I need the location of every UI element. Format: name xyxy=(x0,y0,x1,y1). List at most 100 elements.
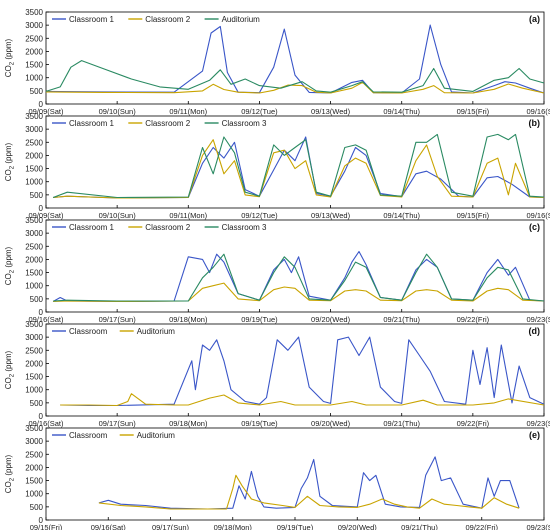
x-tick-label: 09/17(Sun) xyxy=(99,315,137,324)
x-tick-label: 09/19(Tue) xyxy=(277,523,314,530)
y-tick-label: 3000 xyxy=(25,229,43,238)
x-tick-label: 09/16(Sat) xyxy=(28,315,64,324)
chart-panel-1: 0 500 1000 1500 2000 2500 3000 3500 09/09(Sat) 09… xyxy=(4,8,550,116)
series-line-classroom-3 xyxy=(53,253,545,302)
y-tick-label: 2000 xyxy=(25,151,43,160)
x-tick-label: 09/11(Mon) xyxy=(169,107,207,116)
x-tick-label: 09/17(Sun) xyxy=(152,523,190,530)
y-tick-label: 0 xyxy=(39,308,44,317)
legend-label: Classroom 1 xyxy=(69,15,114,24)
y-tick-label: 2500 xyxy=(25,138,43,147)
y-tick-label: 1500 xyxy=(25,373,43,382)
series-line-auditorium xyxy=(60,393,545,407)
legend-label: Classroom 2 xyxy=(145,15,190,24)
x-tick-label: 09/12(Tue) xyxy=(241,107,278,116)
series-line-auditorium xyxy=(45,60,545,93)
x-tick-label: 09/20(Wed) xyxy=(338,523,378,530)
y-tick-label: 1000 xyxy=(25,74,43,83)
y-tick-label: 500 xyxy=(30,295,44,304)
series-line-classroom-2 xyxy=(53,282,545,303)
y-tick-label: 1000 xyxy=(25,282,43,291)
x-tick-label: 09/13(Wed) xyxy=(311,107,351,116)
y-tick-label: 1000 xyxy=(25,490,43,499)
x-tick-label: 09/15(Fri) xyxy=(457,211,490,220)
x-tick-label: 09/21(Thu) xyxy=(383,419,420,428)
y-tick-label: 1000 xyxy=(25,386,43,395)
legend-label: Auditorium xyxy=(222,15,261,24)
x-tick-label: 09/16(Sat) xyxy=(526,107,550,116)
x-tick-label: 09/10(Sun) xyxy=(99,107,137,116)
y-tick-label: 500 xyxy=(30,503,44,512)
y-tick-label: 0 xyxy=(39,412,44,421)
series-line-classroom xyxy=(60,336,545,407)
y-tick-label: 2000 xyxy=(25,359,43,368)
y-tick-label: 1500 xyxy=(25,165,43,174)
y-tick-label: 2500 xyxy=(25,34,43,43)
y-tick-label: 1500 xyxy=(25,269,43,278)
panel-label: (e) xyxy=(529,430,540,440)
plot-frame xyxy=(45,323,545,417)
y-tick-label: 2500 xyxy=(25,450,43,459)
series-line-classroom-2 xyxy=(53,139,545,199)
y-tick-label: 500 xyxy=(30,87,44,96)
y-axis-label: CO2 (ppm) xyxy=(4,454,16,493)
x-tick-label: 09/16(Sat) xyxy=(91,523,127,530)
x-tick-label: 09/09(Sat) xyxy=(28,107,64,116)
y-tick-label: 3000 xyxy=(25,21,43,30)
series-line-classroom xyxy=(98,456,520,510)
x-tick-label: 09/23(Sat) xyxy=(526,315,550,324)
legend-label: Auditorium xyxy=(137,327,176,336)
chart-panel-5: 0 500 1000 1500 2000 2500 3000 3500 09/15(Fri) 09… xyxy=(4,424,550,530)
y-tick-label: 2500 xyxy=(25,242,43,251)
legend-label: Classroom 1 xyxy=(69,119,114,128)
y-tick-label: 2000 xyxy=(25,47,43,56)
y-tick-label: 3500 xyxy=(25,216,43,225)
x-tick-label: 09/15(Fri) xyxy=(457,107,490,116)
y-tick-label: 3500 xyxy=(25,112,43,121)
chart-panel-3: 0 500 1000 1500 2000 2500 3000 3500 09/16(Sat) 09… xyxy=(4,216,550,324)
y-tick-label: 1500 xyxy=(25,61,43,70)
x-tick-label: 09/20(Wed) xyxy=(311,315,351,324)
y-tick-label: 3000 xyxy=(25,125,43,134)
x-tick-label: 09/22(Fri) xyxy=(465,523,498,530)
x-tick-label: 09/20(Wed) xyxy=(311,419,351,428)
x-tick-label: 09/18(Mon) xyxy=(169,419,208,428)
y-tick-label: 2500 xyxy=(25,346,43,355)
panel-label: (c) xyxy=(529,222,540,232)
x-tick-label: 09/23(Sat) xyxy=(526,419,550,428)
x-tick-label: 09/13(Wed) xyxy=(311,211,351,220)
y-tick-label: 1000 xyxy=(25,178,43,187)
y-axis-label: CO2 (ppm) xyxy=(4,38,16,77)
y-tick-label: 2000 xyxy=(25,255,43,264)
x-tick-label: 09/22(Fri) xyxy=(457,419,490,428)
series-line-classroom-1 xyxy=(45,24,545,94)
x-tick-label: 09/17(Sun) xyxy=(99,419,137,428)
chart-panel-4: 0 500 1000 1500 2000 2500 3000 3500 09/16(Sat) 09… xyxy=(4,320,550,428)
panel-label: (b) xyxy=(529,118,541,128)
y-tick-label: 3500 xyxy=(25,424,43,433)
legend-label: Classroom 2 xyxy=(145,119,190,128)
y-tick-label: 0 xyxy=(39,204,44,213)
x-tick-label: 09/22(Fri) xyxy=(457,315,490,324)
y-tick-label: 0 xyxy=(39,100,44,109)
x-tick-label: 09/16(Sat) xyxy=(28,419,64,428)
x-tick-label: 09/12(Tue) xyxy=(241,211,278,220)
legend-label: Classroom xyxy=(69,431,108,440)
chart-panel-2: 0 500 1000 1500 2000 2500 3000 3500 09/09(Sat) 09… xyxy=(4,112,550,220)
series-line-classroom-2 xyxy=(45,81,545,94)
legend-label: Classroom 1 xyxy=(69,223,114,232)
panel-label: (d) xyxy=(529,326,541,336)
series-line-auditorium xyxy=(98,474,520,510)
x-tick-label: 09/11(Mon) xyxy=(169,211,207,220)
series-line-classroom-3 xyxy=(52,133,545,199)
x-tick-label: 09/10(Sun) xyxy=(99,211,137,220)
x-tick-label: 09/23(Sat) xyxy=(526,523,550,530)
y-tick-label: 1500 xyxy=(25,477,43,486)
y-tick-label: 3000 xyxy=(25,437,43,446)
y-tick-label: 3500 xyxy=(25,320,43,329)
legend-label: Classroom 3 xyxy=(222,223,267,232)
panel-label: (a) xyxy=(529,14,540,24)
y-tick-label: 500 xyxy=(30,191,44,200)
y-tick-label: 3500 xyxy=(25,8,43,17)
